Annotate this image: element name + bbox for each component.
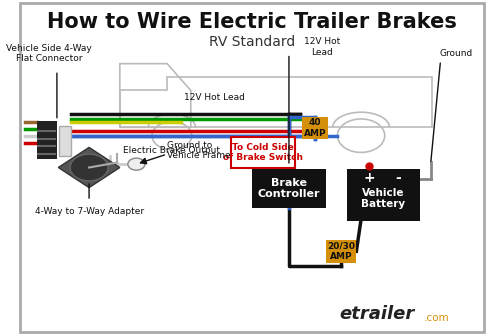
FancyBboxPatch shape [326, 240, 356, 263]
FancyBboxPatch shape [37, 121, 57, 159]
Text: 20/30
AMP: 20/30 AMP [327, 242, 355, 261]
FancyBboxPatch shape [302, 117, 328, 139]
Circle shape [128, 158, 145, 170]
Text: 40
AMP: 40 AMP [304, 119, 326, 138]
Text: .com: .com [424, 313, 449, 323]
Text: 12V Hot Lead: 12V Hot Lead [184, 93, 245, 102]
Text: 4-Way to 7-Way Adapter: 4-Way to 7-Way Adapter [34, 207, 144, 215]
FancyBboxPatch shape [347, 169, 420, 221]
Text: +: + [363, 171, 374, 185]
FancyBboxPatch shape [20, 3, 484, 332]
Text: To Cold Side
of Brake Switch: To Cold Side of Brake Switch [223, 143, 303, 162]
Text: Brake
Controller: Brake Controller [258, 178, 320, 199]
FancyBboxPatch shape [59, 126, 70, 156]
Circle shape [70, 154, 108, 181]
FancyBboxPatch shape [252, 169, 326, 208]
Text: RV Standard: RV Standard [209, 35, 296, 49]
Text: Vehicle
Battery: Vehicle Battery [362, 188, 406, 209]
Text: Ground to
Vehicle Frame: Ground to Vehicle Frame [167, 141, 231, 160]
Text: How to Wire Electric Trailer Brakes: How to Wire Electric Trailer Brakes [48, 12, 457, 32]
Text: 12V Hot
Lead: 12V Hot Lead [304, 37, 340, 57]
FancyBboxPatch shape [231, 137, 295, 168]
Text: Ground: Ground [439, 49, 472, 58]
Polygon shape [58, 147, 120, 188]
Text: Electric Brake Output: Electric Brake Output [124, 146, 220, 155]
Text: -: - [396, 171, 401, 185]
Text: Vehicle Side 4-Way
Flat Connector: Vehicle Side 4-Way Flat Connector [6, 44, 91, 63]
Text: etrailer: etrailer [340, 305, 415, 323]
